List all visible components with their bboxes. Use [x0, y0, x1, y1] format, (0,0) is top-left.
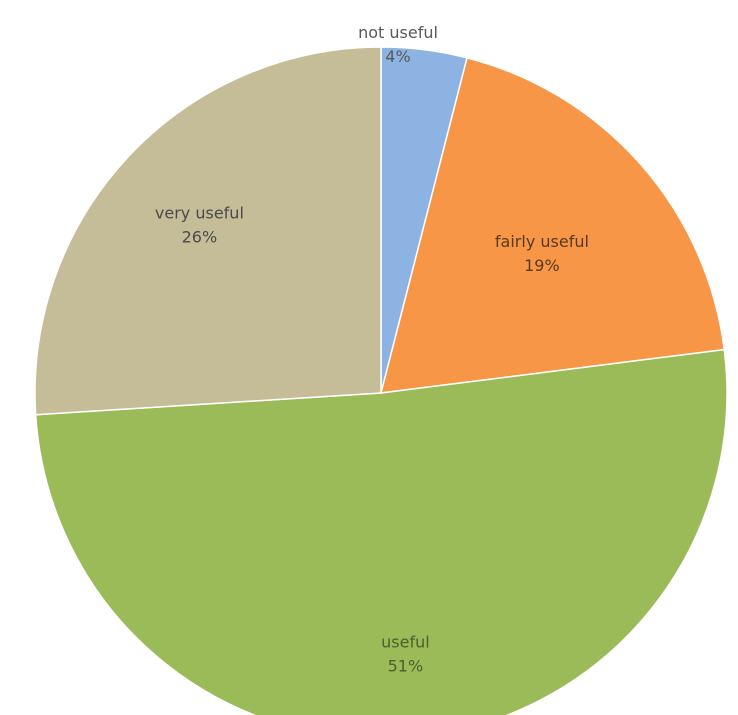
slice-percent-label: 4% — [385, 47, 410, 66]
slice-category-label: very useful — [155, 203, 244, 222]
slice-category-label: fairly useful — [495, 232, 589, 251]
slice-category-label: useful — [381, 632, 430, 651]
slice-percent-label: 26% — [182, 227, 218, 246]
pie-slice-very-useful — [34, 46, 382, 416]
pie-slice-useful — [34, 348, 728, 715]
pie-slices — [34, 46, 728, 715]
pie-slice-fairly-useful — [379, 56, 726, 394]
slice-percent-label: 19% — [524, 256, 560, 275]
slice-percent-label: 51% — [388, 656, 424, 675]
slice-category-label: not useful — [358, 23, 438, 42]
pie-labels: not useful 4% fairly useful 19% useful 51% ver… — [155, 23, 589, 675]
